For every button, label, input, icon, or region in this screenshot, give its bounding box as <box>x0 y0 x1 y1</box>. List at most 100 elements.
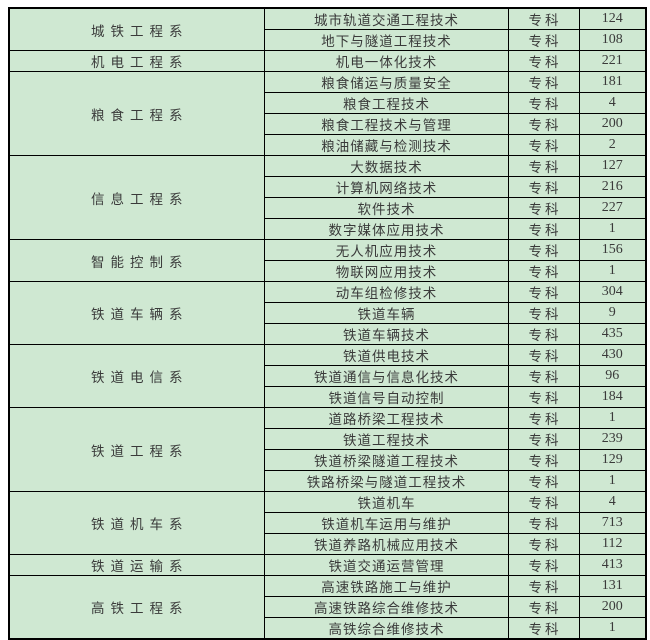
department-cell: 铁道车辆系 <box>8 281 265 345</box>
table-row: 地下与隧道工程技术 专科 108 <box>9 29 647 51</box>
department-cell: 铁道工程系 <box>8 407 265 492</box>
count-cell: 9 <box>578 302 647 324</box>
program-cell: 铁道机车 <box>263 491 509 513</box>
level-cell: 专科 <box>507 176 580 198</box>
count-cell: 1 <box>578 407 647 429</box>
table-row: 粮食工程系 粮食储运与质量安全 专科 181 <box>8 71 647 156</box>
count-cell: 413 <box>578 554 647 576</box>
department-cell: 信息工程系 <box>8 155 265 240</box>
level-cell: 专科 <box>507 470 580 492</box>
table-row: 铁道车辆技术 专科 435 <box>9 323 647 345</box>
program-cell: 无人机应用技术 <box>263 239 509 261</box>
level-cell: 专科 <box>507 386 580 408</box>
department-cell: 城铁工程系 <box>8 7 265 51</box>
program-cell: 粮食储运与质量安全 <box>263 71 509 93</box>
level-cell: 专科 <box>507 617 580 640</box>
count-cell: 4 <box>578 92 647 114</box>
department-cell: 铁道运输系 <box>8 554 265 576</box>
program-cell: 铁道机车运用与维护 <box>263 512 509 534</box>
program-cell: 软件技术 <box>263 197 509 219</box>
program-cell: 动车组检修技术 <box>263 281 509 303</box>
count-cell: 96 <box>578 365 647 387</box>
program-cell: 数字媒体应用技术 <box>263 218 509 240</box>
level-cell: 专科 <box>507 596 580 618</box>
count-cell: 304 <box>578 281 647 303</box>
table-row: 数字媒体应用技术 专科 1 <box>9 218 647 240</box>
program-cell: 大数据技术 <box>263 155 509 177</box>
program-cell: 铁路桥梁与隧道工程技术 <box>263 470 509 492</box>
count-cell: 713 <box>578 512 647 534</box>
program-cell: 高速铁路综合维修技术 <box>263 596 509 618</box>
count-cell: 239 <box>578 428 647 450</box>
level-cell: 专科 <box>507 71 580 93</box>
count-cell: 108 <box>578 29 647 51</box>
program-cell: 高铁综合维修技术 <box>263 617 509 640</box>
program-cell: 道路桥梁工程技术 <box>263 407 509 429</box>
table-row: 智能控制系 无人机应用技术 专科 156 <box>8 239 647 282</box>
count-cell: 184 <box>578 386 647 408</box>
table-row: 铁道运输系 铁道交通运营管理 专科 413 <box>8 554 647 576</box>
count-cell: 124 <box>578 7 647 30</box>
table-row: 铁路桥梁与隧道工程技术 专科 1 <box>9 470 647 492</box>
department-program-enrollment-table: 城铁工程系 城市轨道交通工程技术 专科 124 地下与隧道工程技术 专科 108 机电工程系机… <box>8 7 647 640</box>
department-cell: 粮食工程系 <box>8 71 265 156</box>
level-cell: 专科 <box>507 533 580 555</box>
table-body: 城铁工程系 城市轨道交通工程技术 专科 124 地下与隧道工程技术 专科 108 机电工程系机… <box>8 7 647 640</box>
count-cell: 181 <box>578 71 647 93</box>
program-cell: 计算机网络技术 <box>263 176 509 198</box>
program-cell: 铁道交通运营管理 <box>263 554 509 576</box>
table-row: 粮食工程技术与管理 专科 200 <box>9 113 647 135</box>
count-cell: 156 <box>578 239 647 261</box>
count-cell: 430 <box>578 344 647 366</box>
count-cell: 221 <box>578 50 647 72</box>
department-cell: 铁道机车系 <box>8 491 265 555</box>
program-cell: 铁道信号自动控制 <box>263 386 509 408</box>
table-row: 铁道工程技术 专科 239 <box>9 428 647 450</box>
level-cell: 专科 <box>507 302 580 324</box>
table-row: 城铁工程系 城市轨道交通工程技术 专科 124 <box>8 7 647 51</box>
level-cell: 专科 <box>507 323 580 345</box>
level-cell: 专科 <box>507 92 580 114</box>
count-cell: 200 <box>578 113 647 135</box>
table-row: 铁道电信系 铁道供电技术 专科 430 <box>8 344 647 408</box>
program-cell: 粮食工程技术与管理 <box>263 113 509 135</box>
table-row: 机电工程系 机电一体化技术 专科 221 <box>8 50 647 72</box>
count-cell: 216 <box>578 176 647 198</box>
level-cell: 专科 <box>507 428 580 450</box>
count-cell: 2 <box>578 134 647 156</box>
count-cell: 200 <box>578 596 647 618</box>
count-cell: 1 <box>578 617 647 640</box>
table-row: 铁道桥梁隧道工程技术 专科 129 <box>9 449 647 471</box>
program-cell: 物联网应用技术 <box>263 260 509 282</box>
level-cell: 专科 <box>507 7 580 30</box>
level-cell: 专科 <box>507 449 580 471</box>
count-cell: 1 <box>578 470 647 492</box>
level-cell: 专科 <box>507 260 580 282</box>
table-row: 计算机网络技术 专科 216 <box>9 176 647 198</box>
program-cell: 机电一体化技术 <box>263 50 509 72</box>
level-cell: 专科 <box>507 218 580 240</box>
level-cell: 专科 <box>507 344 580 366</box>
level-cell: 专科 <box>507 407 580 429</box>
department-cell: 机电工程系 <box>8 50 265 72</box>
table-row: 粮食工程技术 专科 4 <box>9 92 647 114</box>
table-row: 铁道车辆系 动车组检修技术 专科 304 <box>8 281 647 345</box>
table-row: 铁道工程系 道路桥梁工程技术 专科 1 <box>8 407 647 492</box>
program-cell: 铁道车辆 <box>263 302 509 324</box>
table-row: 铁道机车运用与维护 专科 713 <box>9 512 647 534</box>
department-cell: 铁道电信系 <box>8 344 265 408</box>
level-cell: 专科 <box>507 239 580 261</box>
count-cell: 4 <box>578 491 647 513</box>
level-cell: 专科 <box>507 197 580 219</box>
department-cell: 智能控制系 <box>8 239 265 282</box>
table-row: 铁道车辆 专科 9 <box>9 302 647 324</box>
level-cell: 专科 <box>507 155 580 177</box>
department-cell: 高铁工程系 <box>8 575 265 640</box>
level-cell: 专科 <box>507 29 580 51</box>
level-cell: 专科 <box>507 281 580 303</box>
program-cell: 铁道桥梁隧道工程技术 <box>263 449 509 471</box>
program-cell: 铁道通信与信息化技术 <box>263 365 509 387</box>
count-cell: 127 <box>578 155 647 177</box>
program-cell: 铁道供电技术 <box>263 344 509 366</box>
level-cell: 专科 <box>507 113 580 135</box>
